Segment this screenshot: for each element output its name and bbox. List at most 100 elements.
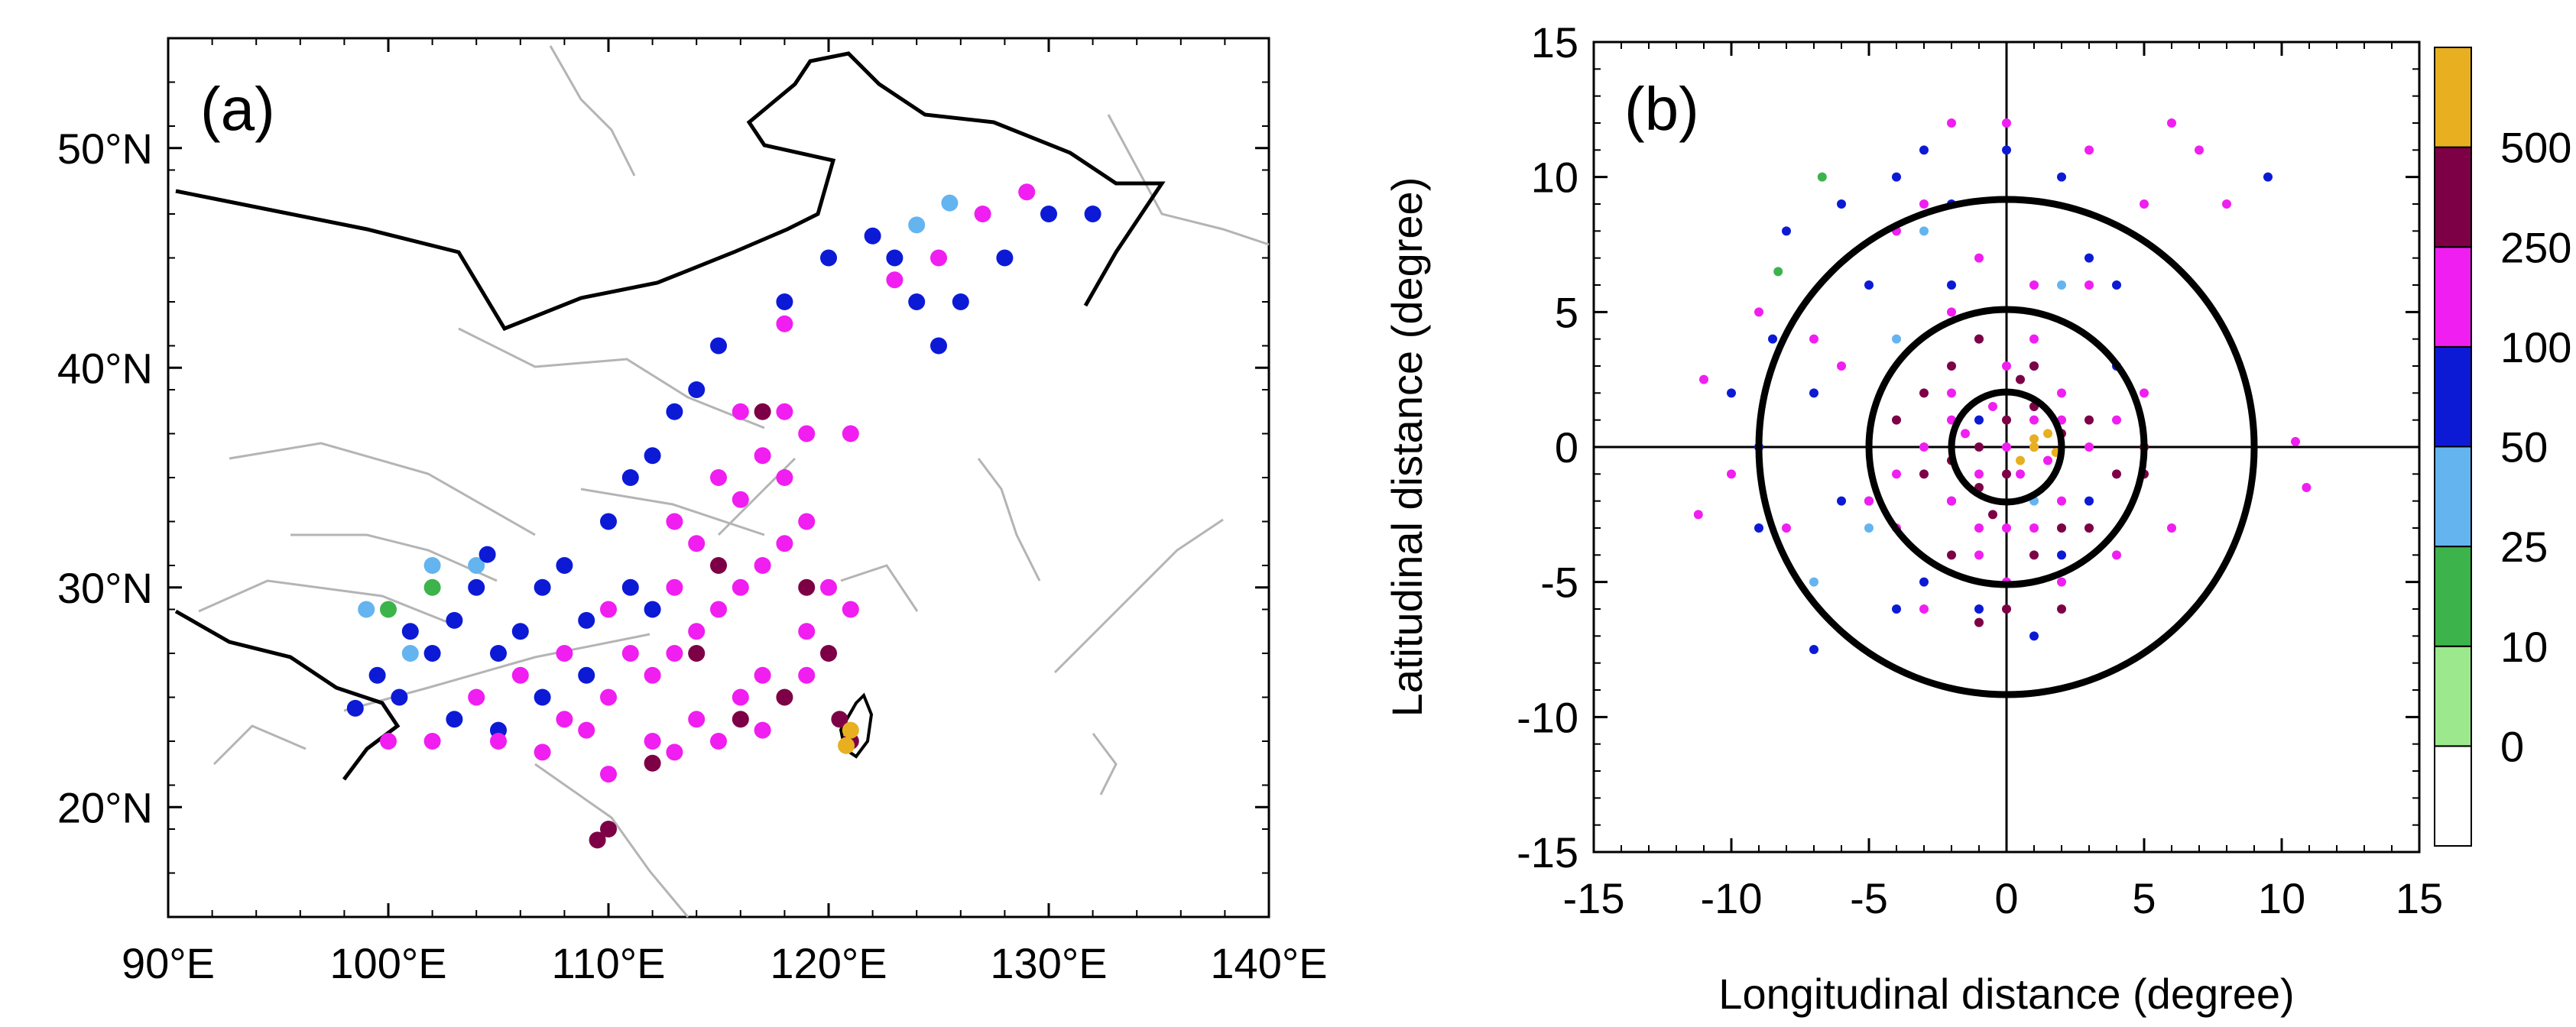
map-point [776,403,793,420]
scatter-point [2029,415,2039,425]
map-point [534,744,551,761]
map-gray-outlines [198,45,1270,918]
map-point [710,557,727,574]
map-point [468,578,485,596]
scatter-point [1782,226,1791,236]
scatter-point [2029,523,2039,533]
map-point [820,578,837,596]
scatter-point [1919,388,1929,398]
scatter-point [2029,361,2039,371]
map-point [446,711,463,728]
map-point [1040,206,1057,222]
scatter-point [1947,550,1956,560]
map-point [732,711,749,728]
x-tick-label: 110°E [551,939,665,987]
map-point [346,699,364,717]
panel-a-ticks: 90°E 100°E 110°E 120°E 130°E 140°E 20°N 30°N 40°… [57,37,1328,987]
map-point [368,666,386,684]
panel-a-points [346,183,1101,849]
scatter-point [1974,523,1984,533]
y-tick-label: 40°N [57,344,153,392]
scatter-point [2167,523,2176,533]
colorbar-swatch [2434,546,2472,647]
scatter-point [1837,361,1846,371]
x-tick-label: 5 [2132,874,2156,922]
map-point [798,578,816,596]
scatter-point [2112,415,2121,425]
map-point [600,601,617,618]
map-point [952,293,969,310]
map-point [556,711,573,728]
map-point [380,733,397,750]
map-point [666,403,683,420]
scatter-point [2016,455,2025,465]
map-point [589,831,606,849]
scatter-point [2084,442,2094,452]
scatter-point [1727,469,1736,479]
scatter-point [1919,577,1929,587]
map-point [754,721,771,739]
scatter-point [2084,523,2094,533]
map-point [1018,183,1036,201]
map-point [644,666,661,684]
scatter-point [1947,280,1956,290]
y-tick-label: 50°N [57,125,153,173]
map-point [688,535,706,552]
map-point [644,447,661,465]
map-point [578,666,595,684]
scatter-point [1919,226,1929,236]
scatter-point [2043,455,2052,465]
map-point [754,666,771,684]
map-point [732,491,749,508]
colorbar-label: 500 [2500,124,2571,172]
scatter-point [2016,469,2025,479]
map-point [468,688,485,706]
x-tick-label: 15 [2396,874,2443,922]
scatter-point [2084,496,2094,506]
colorbar-swatch [2434,146,2472,248]
map-point [710,601,727,618]
map-point [380,601,397,618]
scatter-point [1974,550,1984,560]
scatter-point [2112,280,2121,290]
scatter-point [1919,145,1929,155]
scatter-point [1864,496,1874,506]
scatter-point [1974,442,1984,452]
x-tick-label: -5 [1850,874,1888,922]
scatter-point [2057,523,2066,533]
scatter-point [2084,280,2094,290]
scatter-point [1947,307,1956,317]
y-tick-label: -5 [1540,559,1578,607]
map-point [798,425,816,442]
scatter-point [2029,550,2039,560]
map-point [600,821,617,837]
y-tick-label: 0 [1555,423,1578,471]
map-point [886,249,904,267]
map-point [666,513,683,530]
scatter-point [2002,523,2011,533]
map-point [820,249,837,267]
map-point [621,469,639,486]
scatter-point [2002,145,2011,155]
map-point [688,623,706,640]
colorbar-label: 10 [2500,623,2548,671]
scatter-point [2195,145,2204,155]
panel-a-label: (a) [200,75,275,143]
map-point [776,315,793,332]
scatter-point [2057,577,2066,587]
scatter-point [2057,550,2066,560]
panel-a-map: 90°E 100°E 110°E 120°E 130°E 140°E 20°N 30°N 40°… [57,37,1328,987]
scatter-point [1919,469,1929,479]
map-point [621,578,639,596]
scatter-point [2057,388,2066,398]
map-point [600,688,617,706]
scatter-point [2084,253,2094,263]
panel-b-label: (b) [1624,75,1699,143]
map-point [798,513,816,530]
scatter-point [2084,145,2094,155]
map-point [1084,206,1101,222]
scatter-point [1699,374,1708,384]
scatter-point [1693,510,1703,520]
scatter-point [1727,388,1736,398]
x-tick-label: 120°E [770,939,887,987]
